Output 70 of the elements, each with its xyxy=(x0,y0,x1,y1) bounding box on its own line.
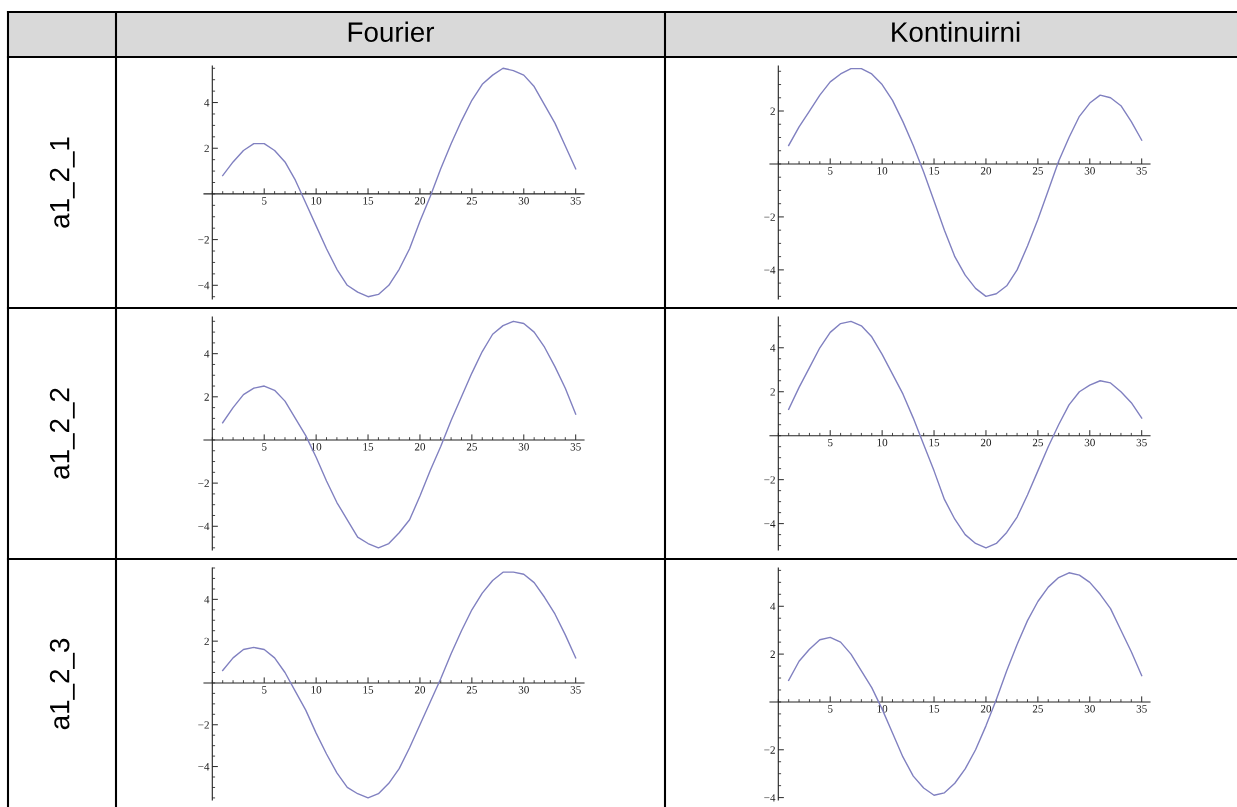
y-tick-label: −2 xyxy=(764,476,775,484)
y-tick-label: −4 xyxy=(198,522,210,531)
x-tick-label: 10 xyxy=(311,197,322,205)
y-tick-label: −4 xyxy=(764,266,776,274)
x-tick-label: 30 xyxy=(518,443,529,451)
x-tick-label: 25 xyxy=(1032,705,1043,713)
x-tick-label: 30 xyxy=(1084,705,1095,713)
y-tick-label: 2 xyxy=(770,650,775,658)
y-tick-label: −4 xyxy=(198,763,210,771)
y-tick-label: −2 xyxy=(764,746,775,754)
x-tick-label: 25 xyxy=(466,686,477,694)
x-tick-label: 35 xyxy=(1136,167,1147,175)
x-tick-label: 30 xyxy=(518,686,529,694)
y-tick-label: 4 xyxy=(770,344,776,352)
y-tick-label: 2 xyxy=(204,393,209,401)
x-tick-label: 35 xyxy=(1136,705,1147,713)
x-tick-label: 10 xyxy=(877,167,888,175)
x-tick-label: 5 xyxy=(262,443,267,451)
y-axis-title: a1_2_2 xyxy=(49,388,75,479)
y-tick-label: −2 xyxy=(198,721,209,729)
y-tick-label: 4 xyxy=(204,595,210,604)
x-tick-label: 35 xyxy=(570,686,581,694)
x-tick-label: 5 xyxy=(828,705,833,713)
x-tick-label: 25 xyxy=(466,443,477,451)
x-tick-label: 15 xyxy=(363,686,374,694)
x-tick-label: 25 xyxy=(1032,438,1043,447)
x-tick-label: 15 xyxy=(363,197,374,205)
x-tick-label: 20 xyxy=(980,705,992,713)
x-tick-label: 10 xyxy=(877,705,888,713)
x-tick-label: 5 xyxy=(262,686,267,694)
y-tick-label: 2 xyxy=(204,144,209,153)
x-tick-label: 10 xyxy=(311,686,322,694)
x-tick-label: 20 xyxy=(980,438,992,447)
x-tick-label: 25 xyxy=(466,197,477,205)
x-tick-label: 15 xyxy=(929,167,940,175)
y-tick-label: −2 xyxy=(764,213,775,221)
x-tick-label: 15 xyxy=(929,438,940,447)
y-tick-label: 4 xyxy=(204,350,210,358)
y-tick-label: −4 xyxy=(764,794,776,802)
y-axis-title: a1_2_3 xyxy=(49,638,75,730)
y-tick-label: −4 xyxy=(764,520,776,528)
y-tick-label: 4 xyxy=(770,602,776,611)
x-tick-label: 35 xyxy=(570,197,581,205)
y-tick-label: −2 xyxy=(198,236,209,244)
x-tick-label: 15 xyxy=(363,443,374,451)
x-tick-label: 15 xyxy=(929,705,940,713)
x-tick-label: 10 xyxy=(877,438,888,447)
x-tick-label: 20 xyxy=(414,197,426,205)
x-tick-label: 20 xyxy=(414,443,426,451)
x-tick-label: 35 xyxy=(1136,438,1147,447)
y-tick-label: 2 xyxy=(770,388,775,396)
y-axis-title: a1_2_1 xyxy=(49,137,75,228)
x-tick-label: 30 xyxy=(518,197,529,205)
x-tick-label: 5 xyxy=(828,438,833,447)
x-tick-label: 5 xyxy=(262,197,267,205)
chart-title: Kontinuirni xyxy=(892,21,1020,42)
x-tick-label: 25 xyxy=(1032,167,1043,175)
chart-title: Fourier xyxy=(348,21,435,42)
x-tick-label: 20 xyxy=(980,167,992,175)
y-tick-label: 4 xyxy=(204,99,210,107)
y-tick-label: 2 xyxy=(204,637,209,646)
y-tick-label: −2 xyxy=(198,479,209,487)
y-tick-label: 2 xyxy=(770,107,775,115)
x-tick-label: 10 xyxy=(311,443,322,451)
x-tick-label: 35 xyxy=(570,443,581,451)
x-tick-label: 30 xyxy=(1084,438,1095,447)
x-tick-label: 30 xyxy=(1084,167,1095,175)
x-tick-label: 20 xyxy=(414,686,426,694)
x-tick-label: 5 xyxy=(828,167,833,175)
y-tick-label: −4 xyxy=(198,281,210,290)
